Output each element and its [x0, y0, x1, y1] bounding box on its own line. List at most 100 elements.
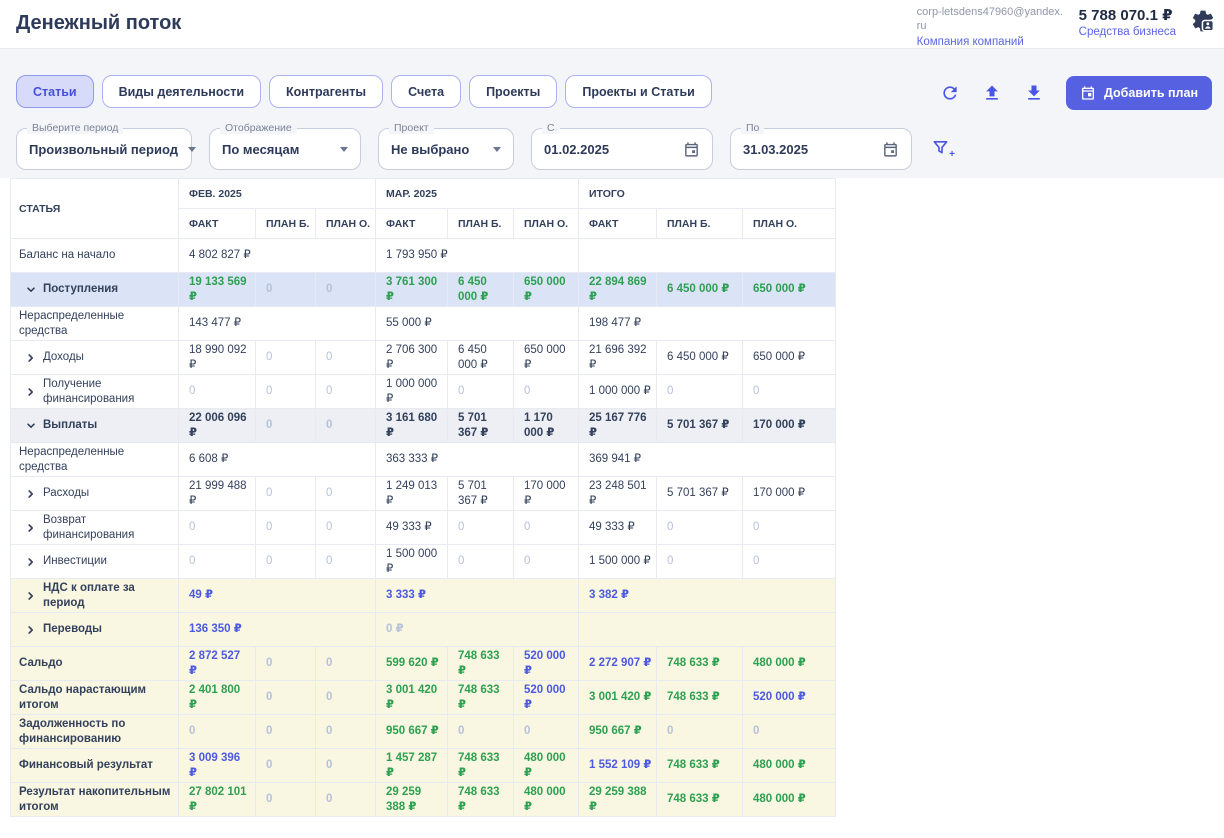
cell-value: 22 006 096 ₽	[178, 408, 256, 443]
display-select-label: Отображение	[220, 122, 297, 134]
table-row: Сальдо нарастающим итогом 2 401 800 ₽0 0 3 …	[10, 680, 836, 715]
upload-icon[interactable]	[982, 83, 1002, 103]
chevron-down-icon[interactable]	[19, 285, 43, 295]
row-label: Задолженность по финансированию	[10, 714, 179, 749]
balance-label[interactable]: Средства бизнеса	[1078, 26, 1176, 38]
cell-value: 0	[255, 748, 316, 783]
cell-value: 0	[255, 782, 316, 817]
add-plan-button[interactable]: Добавить план	[1065, 76, 1212, 110]
sub-header: ПЛАН О.	[315, 208, 376, 239]
calendar-icon	[1081, 86, 1094, 100]
table-row: Инвестиции 0 0 0 1 500 000 ₽0 0 1 500 000 ₽0 0	[10, 544, 836, 579]
chevron-down-icon	[493, 146, 501, 152]
account-company-link[interactable]: Компания компаний	[916, 35, 1024, 48]
chevron-right-icon[interactable]	[19, 523, 43, 533]
cell-value: 49 333 ₽	[375, 510, 448, 545]
cell-value: 29 259 388 ₽	[578, 782, 657, 817]
row-label: Сальдо нарастающим итогом	[10, 680, 179, 715]
row-label[interactable]: Доходы	[10, 340, 179, 375]
chevron-right-icon[interactable]	[19, 489, 43, 499]
cell-value: 0	[447, 374, 514, 409]
display-select[interactable]: Отображение По месяцам	[209, 122, 361, 170]
period-select-value: Произвольный период	[29, 141, 178, 157]
cell-value: 0	[656, 374, 743, 409]
cell-value: 5 701 367 ₽	[447, 408, 514, 443]
chevron-right-icon[interactable]	[19, 387, 43, 397]
download-icon[interactable]	[1024, 83, 1044, 103]
cell-value: 748 633 ₽	[447, 680, 514, 715]
cell-value: 1 793 950 ₽	[375, 238, 579, 273]
row-label[interactable]: Получение финансирования	[10, 374, 179, 409]
tab-projects[interactable]: Проекты	[469, 75, 558, 108]
cell-value: 748 633 ₽	[447, 646, 514, 681]
table-row: Переводы 136 350 ₽0 ₽	[10, 612, 836, 647]
cell-value: 0	[315, 408, 376, 443]
cell-value: 6 450 000 ₽	[447, 340, 514, 375]
cell-value: 29 259 388 ₽	[375, 782, 448, 817]
cell-value: 0	[255, 476, 316, 511]
tab-projects-articles[interactable]: Проекты и Статьи	[565, 75, 712, 108]
cell-value: 0	[315, 646, 376, 681]
calendar-icon[interactable]	[882, 141, 899, 158]
table-row: Нераспределенные средства 6 608 ₽363 333 …	[10, 442, 836, 477]
chevron-right-icon[interactable]	[19, 353, 43, 363]
chevron-right-icon[interactable]	[19, 625, 43, 635]
row-label[interactable]: НДС к оплате за период	[10, 578, 179, 613]
cell-value: 198 477 ₽	[578, 306, 836, 341]
sub-header: ПЛАН Б.	[255, 208, 316, 239]
cell-value: 18 990 092 ₽	[178, 340, 256, 375]
tab-activity-types[interactable]: Виды деятельности	[101, 75, 262, 108]
tab-accounts[interactable]: Счета	[391, 75, 462, 108]
cell-value: 49 333 ₽	[578, 510, 657, 545]
cell-value: 0	[513, 374, 579, 409]
cell-value: 0	[255, 714, 316, 749]
cell-value: 1 000 000 ₽	[375, 374, 448, 409]
top-bar: Денежный поток corp-letsdens47960@yandex…	[0, 0, 1224, 48]
date-from-field[interactable]: С 01.02.2025	[531, 122, 713, 170]
row-label[interactable]: Возврат финансирования	[10, 510, 179, 545]
cell-value: 0	[315, 272, 376, 307]
tab-counterparties[interactable]: Контрагенты	[269, 75, 384, 108]
cell-value	[578, 612, 836, 647]
row-label[interactable]: Расходы	[10, 476, 179, 511]
page-title: Денежный поток	[16, 12, 182, 34]
cell-value: 650 000 ₽	[513, 340, 579, 375]
cell-value: 23 248 501 ₽	[578, 476, 657, 511]
cell-value: 6 450 000 ₽	[656, 272, 743, 307]
date-to-field[interactable]: По 31.03.2025	[730, 122, 912, 170]
project-select[interactable]: Проект Не выбрано	[378, 122, 514, 170]
cell-value: 22 894 869 ₽	[578, 272, 657, 307]
tab-articles[interactable]: Статьи	[16, 75, 94, 108]
row-label[interactable]: Выплаты	[10, 408, 179, 443]
cell-value: 748 633 ₽	[656, 782, 743, 817]
cell-value: 0	[513, 714, 579, 749]
cell-value: 1 500 000 ₽	[578, 544, 657, 579]
table-row: Нераспределенные средства 143 477 ₽55 000…	[10, 306, 836, 341]
cell-value: 0	[315, 340, 376, 375]
cell-value: 3 761 300 ₽	[375, 272, 448, 307]
row-label[interactable]: Переводы	[10, 612, 179, 647]
cell-value: 0	[513, 544, 579, 579]
cell-value: 0	[255, 408, 316, 443]
row-label[interactable]: Инвестиции	[10, 544, 179, 579]
cell-value: 0	[178, 714, 256, 749]
account-settings-icon[interactable]	[1190, 8, 1216, 34]
refresh-icon[interactable]	[940, 83, 960, 103]
calendar-icon[interactable]	[683, 141, 700, 158]
row-label[interactable]: Поступления	[10, 272, 179, 307]
table-row: Финансовый результат 3 009 396 ₽0 0 1 457 2…	[10, 748, 836, 783]
cell-value: 0	[447, 544, 514, 579]
cell-value: 5 701 367 ₽	[656, 408, 743, 443]
cell-value: 2 706 300 ₽	[375, 340, 448, 375]
chevron-right-icon[interactable]	[19, 557, 43, 567]
row-label: Сальдо	[10, 646, 179, 681]
add-filter-icon[interactable]: +	[931, 138, 955, 160]
cell-value: 6 450 000 ₽	[447, 272, 514, 307]
date-to-value: 31.03.2025	[743, 141, 809, 157]
cell-value: 650 000 ₽	[742, 340, 836, 375]
chevron-down-icon[interactable]	[19, 421, 43, 431]
period-select[interactable]: Выберите период Произвольный период	[16, 122, 196, 170]
chevron-right-icon[interactable]	[19, 591, 43, 601]
cell-value: 0	[255, 544, 316, 579]
cell-value: 748 633 ₽	[656, 646, 743, 681]
